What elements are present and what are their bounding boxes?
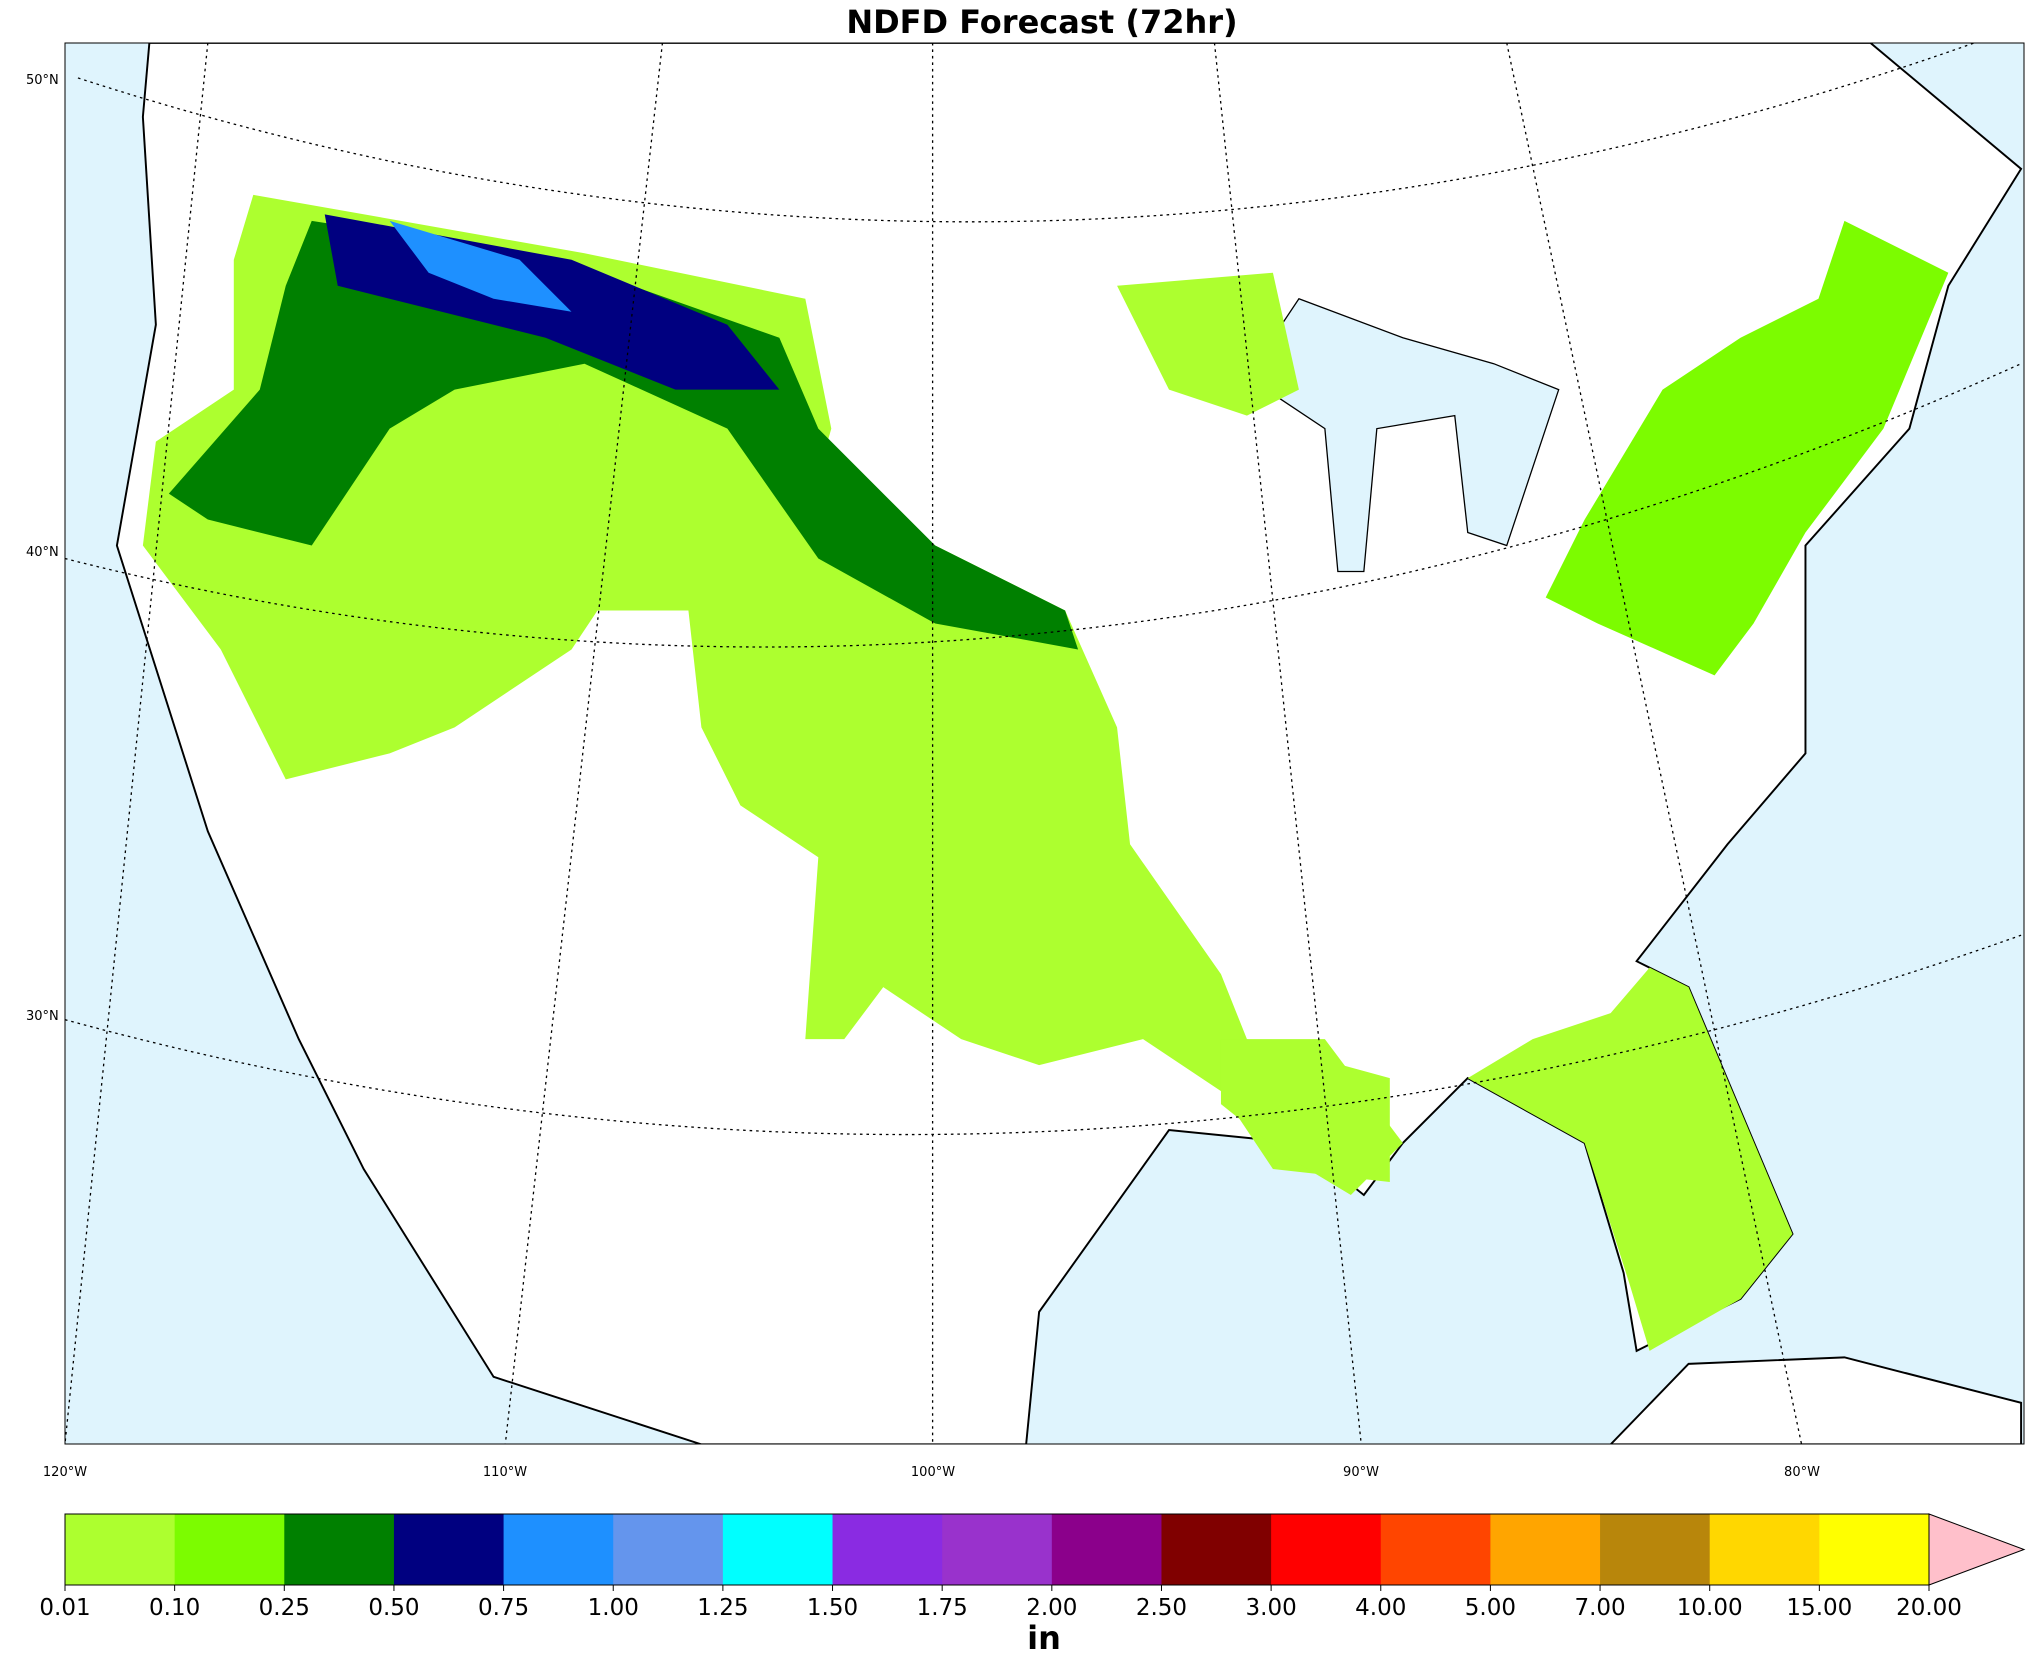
colorbar-tick-label: 2.00 <box>1026 1595 1077 1621</box>
colorbar-tick-label: 1.00 <box>588 1595 639 1621</box>
colorbar-tick-label: 4.00 <box>1355 1595 1406 1621</box>
graticule <box>77 43 1977 223</box>
precip-gulf <box>1220 1039 1403 1195</box>
colorbar-tick-label: 15.00 <box>1786 1595 1852 1621</box>
colorbar-unit: in <box>1027 1619 1061 1657</box>
colorbar-tick-label: 0.75 <box>478 1595 529 1621</box>
colorbar-tick-label: 20.00 <box>1896 1595 1962 1621</box>
colorbar-tick-label: 3.00 <box>1246 1595 1297 1621</box>
precip-moderate <box>168 220 1079 650</box>
lon-label: 120°W <box>43 1465 87 1480</box>
lon-label: 80°W <box>1784 1465 1820 1480</box>
colorbar-segment <box>1709 1514 1820 1585</box>
colorbar-segment <box>1819 1514 1930 1585</box>
map-content <box>65 43 2023 1444</box>
precip-north <box>1117 272 1299 416</box>
great-lakes <box>1246 297 1560 573</box>
precip-very-heavy <box>389 220 572 312</box>
colorbar-segment <box>832 1514 943 1585</box>
colorbar-segment <box>942 1514 1053 1585</box>
colorbar-segment <box>284 1514 395 1585</box>
map-frame <box>64 42 2025 1445</box>
colorbar-segment <box>1380 1514 1491 1585</box>
colorbar: 0.01 0.10 0.25 0.50 0.75 1.00 1.25 1.50 1.75 2.00… <box>39 1513 2026 1621</box>
lon-label: 90°W <box>1343 1465 1379 1480</box>
map-title: NDFD Forecast (72hr) <box>846 3 1237 41</box>
colorbar-tick-label: 0.50 <box>368 1595 419 1621</box>
colorbar-segment <box>613 1514 724 1585</box>
colorbar-segment <box>1490 1514 1601 1585</box>
colorbar-tick-label: 1.50 <box>807 1595 858 1621</box>
colorbar-segment <box>1271 1514 1382 1585</box>
colorbar-segment <box>393 1514 505 1585</box>
lon-label: 100°W <box>911 1465 955 1480</box>
colorbar-segment <box>174 1514 285 1585</box>
colorbar-tick-label: 1.25 <box>697 1595 748 1621</box>
colorbar-tick-label: 2.50 <box>1136 1595 1187 1621</box>
colorbar-segment <box>1600 1514 1711 1585</box>
colorbar-segment <box>722 1514 834 1585</box>
colorbar-tick-label: 7.00 <box>1574 1595 1625 1621</box>
colorbar-tick-label: 10.00 <box>1677 1595 1743 1621</box>
colorbar-segment <box>503 1514 614 1585</box>
colorbar-segment <box>65 1514 176 1585</box>
lat-label: 40°N <box>26 545 59 560</box>
colorbar-tick-label: 0.01 <box>39 1595 90 1621</box>
lat-label: 30°N <box>26 1009 59 1024</box>
colorbar-frame <box>64 1513 1930 1586</box>
colorbar-extend <box>1928 1513 2026 1586</box>
cuba <box>1609 1356 2023 1444</box>
precip-west-plains <box>142 194 1390 1182</box>
map <box>65 43 2023 1444</box>
lon-label: 110°W <box>483 1465 527 1480</box>
precip-florida <box>1467 967 1793 1351</box>
lat-label: 50°N <box>26 73 59 88</box>
colorbar-segment <box>1161 1514 1272 1585</box>
graticule <box>65 363 2022 648</box>
graticule <box>65 934 2022 1136</box>
colorbar-tick-label: 0.10 <box>149 1595 200 1621</box>
colorbar-tick-label: 5.00 <box>1465 1595 1516 1621</box>
colorbar-segment <box>1051 1514 1162 1585</box>
colorbar-tick-label: 1.75 <box>917 1595 968 1621</box>
precip-northeast <box>1545 220 1949 676</box>
colorbar-tick-label: 0.25 <box>259 1595 310 1621</box>
